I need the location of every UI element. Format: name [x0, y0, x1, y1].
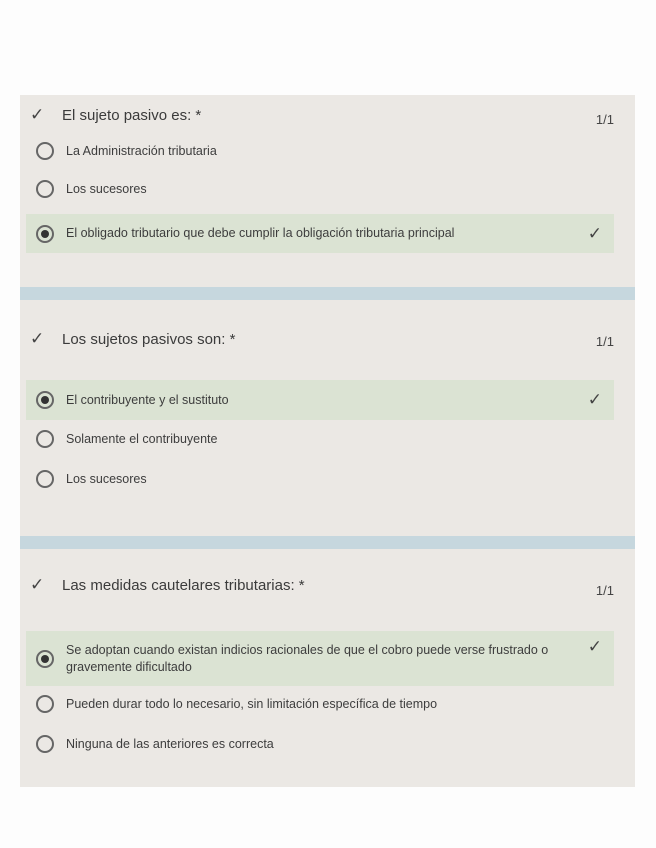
section-divider [20, 287, 635, 300]
option[interactable]: Los sucesores [26, 468, 614, 490]
radio-button-selected[interactable] [36, 649, 54, 668]
question-score: 1/1 [595, 112, 614, 127]
radio-button-selected[interactable] [36, 224, 54, 243]
option-selected-correct[interactable]: El obligado tributario que debe cumplir … [26, 214, 614, 253]
check-icon: ✓ [30, 329, 45, 348]
option[interactable]: Solamente el contribuyente [26, 428, 614, 450]
check-icon: ✓ [587, 390, 602, 409]
option[interactable]: Ninguna de las anteriores es correcta [26, 733, 614, 755]
radio-button[interactable] [36, 470, 54, 488]
radio-button[interactable] [36, 142, 54, 160]
option[interactable]: La Administración tributaria [26, 140, 614, 162]
check-icon: ✓ [30, 575, 45, 594]
option-selected-correct[interactable]: El contribuyente y el sustituto ✓ [26, 380, 614, 420]
radio-button[interactable] [36, 430, 54, 448]
option[interactable]: Los sucesores [26, 178, 614, 200]
radio-button[interactable] [36, 735, 54, 753]
radio-button[interactable] [36, 180, 54, 198]
radio-button[interactable] [36, 695, 54, 713]
check-icon: ✓ [30, 105, 45, 124]
question-title: Las medidas cautelares tributarias: * [62, 577, 305, 594]
option[interactable]: Pueden durar todo lo necesario, sin limi… [26, 693, 614, 715]
question-title: Los sujetos pasivos son: * [62, 331, 236, 348]
question-title: El sujeto pasivo es: * [62, 107, 202, 124]
option-selected-correct[interactable]: Se adoptan cuando existan indicios racio… [26, 631, 614, 686]
section-divider [20, 536, 635, 549]
check-icon: ✓ [587, 637, 602, 656]
check-icon: ✓ [587, 223, 602, 243]
radio-button-selected[interactable] [36, 391, 54, 409]
question-card-1 [20, 95, 635, 287]
question-score: 1/1 [595, 334, 614, 349]
question-score: 1/1 [595, 583, 614, 598]
